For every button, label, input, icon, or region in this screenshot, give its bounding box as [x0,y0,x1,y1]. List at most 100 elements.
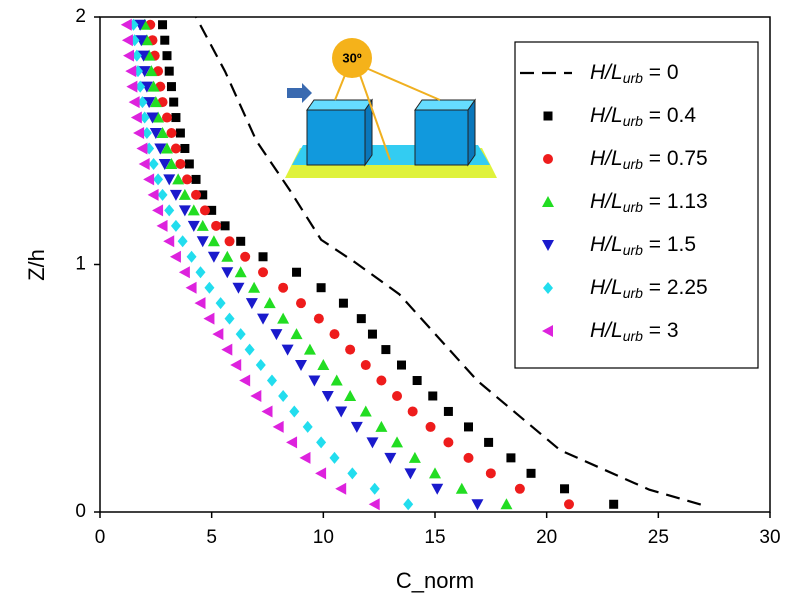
legend-text: urb [623,328,643,344]
marker [153,173,163,185]
legend-text: urb [623,156,643,172]
marker [409,452,421,463]
marker [149,158,159,170]
marker [351,422,363,433]
marker [426,422,436,432]
x-tick-label: 25 [648,527,669,548]
marker [500,498,512,509]
marker [296,298,306,308]
marker [413,376,422,385]
marker [370,483,380,495]
legend-label: H/Lurb = 0.4 [590,104,696,129]
marker [360,405,372,416]
marker [303,421,313,433]
marker [225,313,235,325]
legend-text: H/L [590,319,623,342]
inset-label: 30º [342,50,361,65]
marker [126,81,137,93]
marker [165,67,174,76]
legend-text: = 0 [643,61,679,84]
marker [560,484,569,493]
marker [246,298,258,309]
marker [129,96,140,108]
chart: C_norm Z/h 30º 051015202530012H/Lurb = 0… [0,0,787,604]
marker [169,98,178,107]
legend-text: urb [623,242,643,258]
marker [322,391,334,402]
marker [277,313,289,324]
inset-line [335,75,345,100]
marker [270,329,282,340]
legend-text: urb [623,285,643,301]
marker [211,221,221,231]
marker [175,159,185,169]
marker [195,297,206,309]
marker [347,467,357,479]
marker [267,375,277,387]
marker [248,282,260,293]
marker [339,299,348,308]
marker [208,252,220,263]
x-tick-label: 30 [759,527,780,548]
marker [335,483,346,495]
marker [304,344,316,355]
marker [166,128,176,138]
marker [236,328,246,340]
marker [317,359,329,370]
marker [225,236,235,246]
series [129,19,414,511]
marker [163,51,172,60]
marker [136,142,147,154]
marker [133,127,144,139]
marker [282,345,294,356]
legend-text: = 2.25 [643,276,708,299]
marker [187,251,197,263]
marker [456,483,468,494]
marker [391,436,403,447]
marker [278,283,288,293]
marker [203,313,214,325]
marker [259,252,268,261]
marker [239,375,250,387]
marker [178,235,188,247]
marker [164,204,174,216]
marker [366,437,378,448]
x-tick-label: 5 [206,527,217,548]
series [139,19,513,510]
inset-cube-top [415,100,475,110]
marker [171,143,181,153]
marker [221,221,230,230]
marker [176,129,185,138]
marker [212,328,223,340]
legend-text: urb [623,113,643,129]
marker [171,113,180,122]
legend-text: = 0.75 [643,147,708,170]
marker [204,282,214,294]
marker [257,314,269,325]
marker [506,453,515,462]
marker [564,499,574,509]
marker [262,405,273,417]
legend-text: H/L [590,276,623,299]
marker [344,390,356,401]
marker [357,314,366,323]
marker [345,345,355,355]
marker [330,452,340,464]
marker [167,82,176,91]
legend-label: H/Lurb = 2.25 [590,276,708,301]
y-tick-label: 1 [75,254,86,275]
series [121,19,380,511]
marker [278,390,288,402]
y-tick-label: 0 [75,501,86,522]
marker [316,436,326,448]
inset-line [366,68,440,100]
inset-cube-side [468,100,475,165]
marker [143,173,154,185]
marker [236,237,245,246]
marker [256,359,266,371]
marker [331,375,343,386]
marker [240,252,250,262]
marker [216,297,226,309]
legend-text: H/L [590,147,623,170]
marker [381,345,390,354]
